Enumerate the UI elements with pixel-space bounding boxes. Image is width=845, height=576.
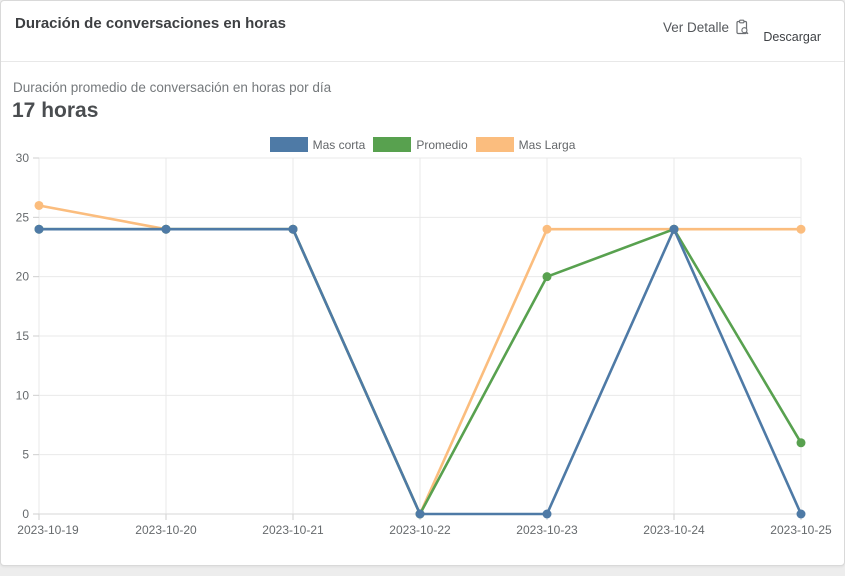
legend-swatch <box>373 137 412 152</box>
legend-swatch <box>475 137 514 152</box>
legend: Mas corta Promedio Mas Larga <box>1 137 844 152</box>
y-tick-label: 5 <box>22 448 29 462</box>
x-tick-label: 2023-10-19 <box>17 523 79 537</box>
legend-swatch <box>269 137 308 152</box>
data-point[interactable] <box>34 200 44 210</box>
data-point[interactable] <box>796 224 806 234</box>
header-divider <box>1 61 844 62</box>
legend-label: Mas corta <box>312 137 366 152</box>
x-tick-label: 2023-10-20 <box>135 523 197 537</box>
x-tick-label: 2023-10-23 <box>516 523 578 537</box>
legend-item[interactable]: Mas corta <box>269 137 366 152</box>
ver-detalle-label: Ver Detalle <box>662 20 729 35</box>
y-tick-label: 0 <box>22 507 29 521</box>
data-point[interactable] <box>288 224 298 234</box>
chart-value: 17 horas <box>12 99 99 122</box>
legend-item[interactable]: Mas Larga <box>475 137 576 152</box>
x-tick-label: 2023-10-22 <box>389 523 451 537</box>
data-point[interactable] <box>415 509 425 519</box>
data-point[interactable] <box>542 509 552 519</box>
descargar-button[interactable]: Descargar <box>763 30 821 44</box>
y-tick-label: 10 <box>16 388 30 402</box>
data-point[interactable] <box>542 272 552 282</box>
y-tick-label: 30 <box>16 151 30 165</box>
y-tick-label: 25 <box>16 210 30 224</box>
data-point[interactable] <box>796 438 806 448</box>
data-point[interactable] <box>796 509 806 519</box>
legend-label: Mas Larga <box>518 137 576 152</box>
legend-label: Promedio <box>416 137 468 152</box>
line-chart: 2023-10-19 2023-10-20 2023-10-21 2023-10-22… <box>16 151 832 537</box>
data-point[interactable] <box>669 224 679 234</box>
legend-item[interactable]: Promedio <box>373 137 468 152</box>
y-tick-label: 15 <box>16 329 30 343</box>
x-tick-label: 2023-10-25 <box>770 523 832 537</box>
ver-detalle-button[interactable]: Ver Detalle <box>663 19 750 36</box>
page-title: Duración de conversaciones en horas <box>15 15 286 32</box>
data-point[interactable] <box>161 224 171 234</box>
y-tick-label: 20 <box>16 270 30 284</box>
chart-subtitle: Duración promedio de conversación en hor… <box>13 80 332 95</box>
data-point[interactable] <box>542 224 552 234</box>
file-search-icon <box>734 19 750 36</box>
data-point[interactable] <box>34 224 44 234</box>
x-tick-label: 2023-10-24 <box>643 523 705 537</box>
x-tick-label: 2023-10-21 <box>262 523 324 537</box>
